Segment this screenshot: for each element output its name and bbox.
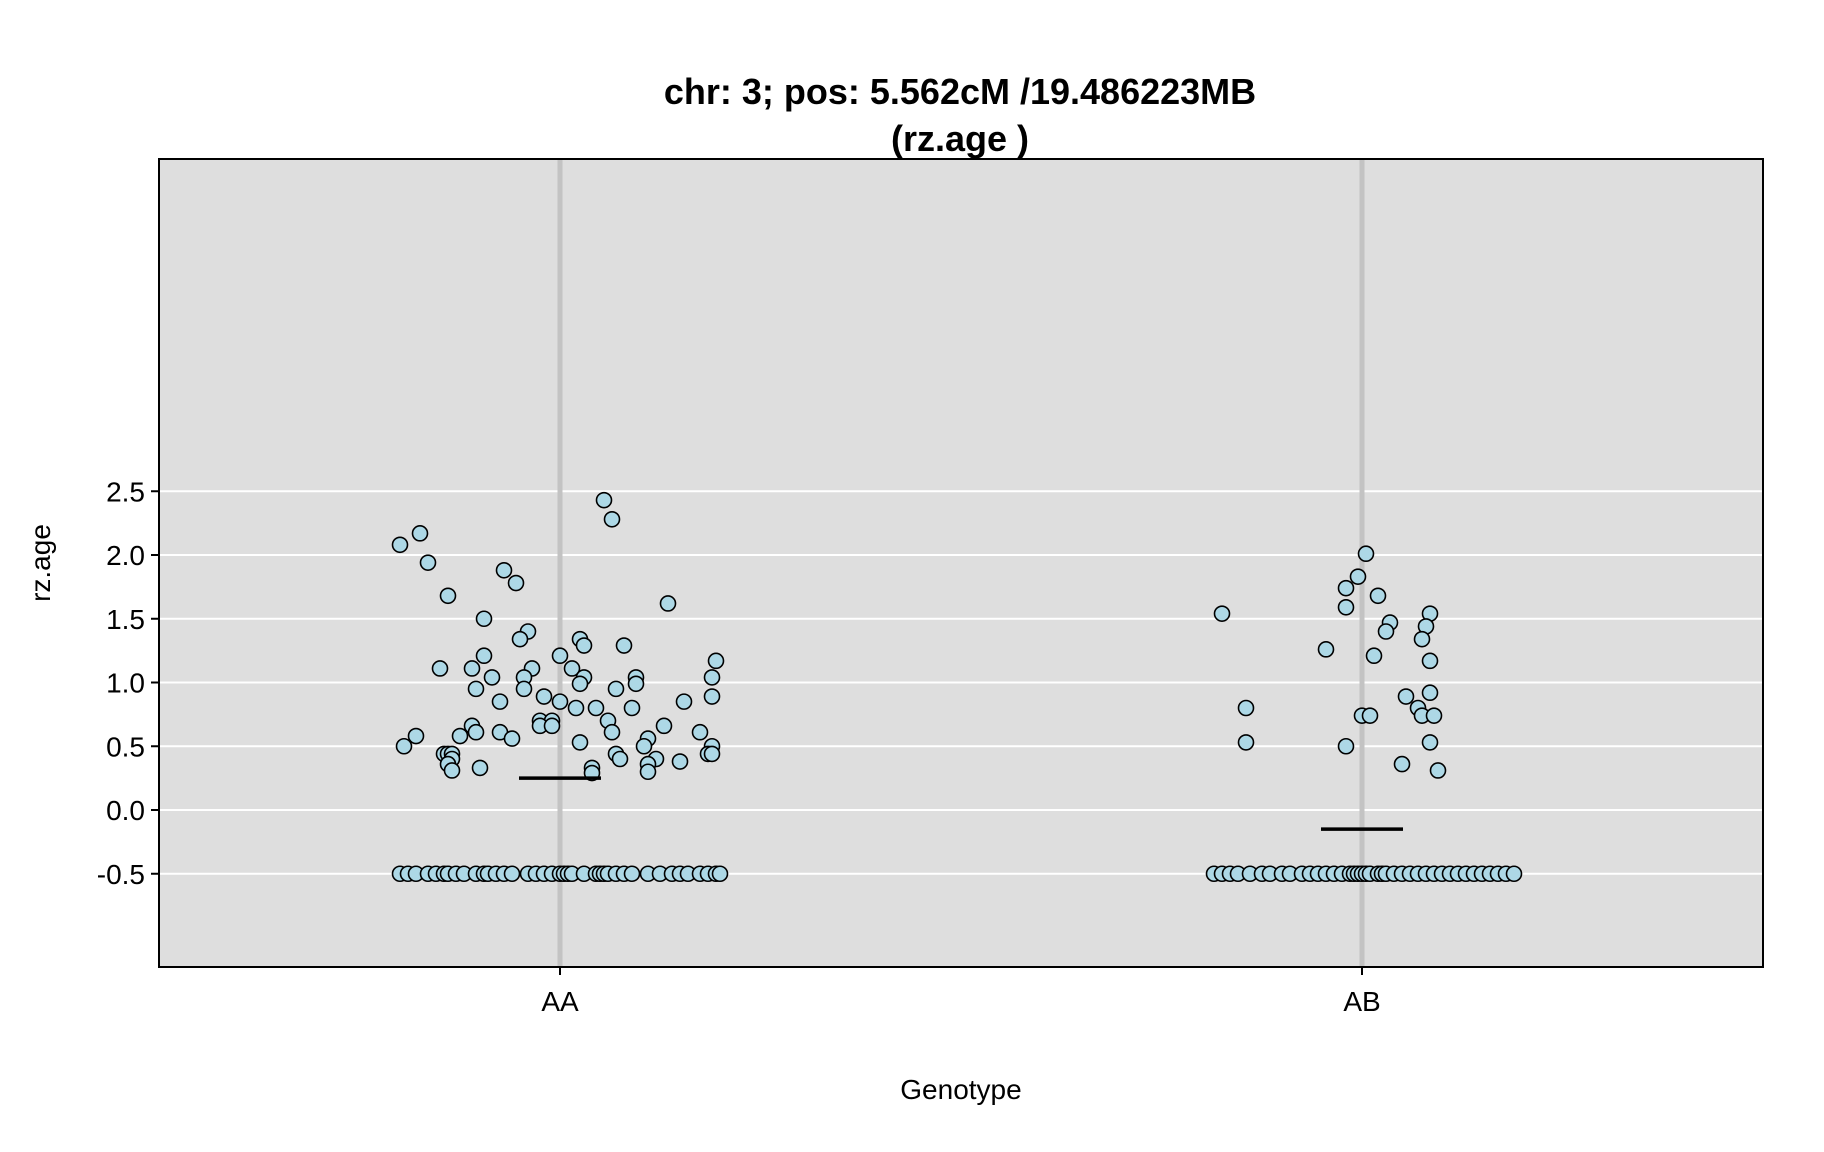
data-point-aa — [611, 750, 629, 768]
data-point-aa — [451, 727, 469, 745]
data-point-aa — [595, 491, 613, 509]
data-point-aa — [587, 699, 605, 717]
data-point-aa — [471, 759, 489, 777]
data-point-ab — [1365, 647, 1383, 665]
data-point-aa — [515, 680, 533, 698]
data-point-aa — [563, 660, 581, 677]
data-point-aa — [395, 737, 413, 755]
data-point-aa — [443, 762, 461, 779]
data-point-aa — [703, 745, 721, 763]
data-point-aa — [603, 510, 621, 528]
y-tick-label: 1.5 — [106, 604, 145, 635]
data-point-ab — [1505, 865, 1523, 883]
data-point-ab — [1357, 545, 1375, 563]
data-point-aa — [467, 680, 485, 698]
data-point-aa — [703, 669, 721, 686]
data-point-ab — [1337, 598, 1355, 616]
data-point-aa — [659, 595, 677, 612]
data-point-aa — [671, 753, 689, 770]
y-tick-label: 0.0 — [106, 795, 145, 826]
y-tick-label: 1.0 — [106, 668, 145, 699]
data-point-aa — [615, 637, 633, 654]
data-point-ab — [1397, 688, 1415, 705]
data-point-ab — [1421, 734, 1439, 751]
data-point-ab — [1337, 579, 1355, 597]
data-point-aa — [503, 730, 521, 747]
y-tick-label: -0.5 — [97, 859, 145, 890]
data-point-ab — [1317, 641, 1335, 658]
data-point-aa — [655, 717, 673, 735]
data-point-aa — [543, 717, 561, 735]
data-point-ab — [1425, 707, 1443, 724]
data-point-aa — [483, 669, 501, 686]
y-axis: -0.5 0.0 0.5 1.0 1.5 2.0 2.5 — [97, 476, 159, 890]
data-point-aa — [495, 561, 513, 579]
y-tick-label: 0.5 — [106, 731, 145, 762]
x-axis: AA AB — [541, 967, 1381, 1017]
y-tick-label: 2.0 — [106, 540, 145, 571]
data-point-aa — [503, 865, 521, 883]
data-point-ab — [1377, 623, 1395, 640]
data-point-aa — [411, 525, 429, 542]
data-point-aa — [535, 688, 553, 705]
data-point-aa — [603, 723, 621, 741]
data-points — [391, 491, 1523, 883]
data-point-aa — [675, 693, 693, 710]
data-point-aa — [627, 675, 645, 693]
mean-lines — [519, 776, 1403, 831]
data-point-aa — [551, 693, 569, 710]
data-point-ab — [1393, 755, 1411, 773]
data-point-ab — [1413, 630, 1431, 648]
y-tick-label: 2.5 — [106, 476, 145, 507]
data-point-ab — [1369, 587, 1387, 605]
data-point-aa — [623, 699, 641, 717]
data-point-aa — [431, 660, 449, 677]
data-point-ab — [1361, 707, 1379, 724]
data-point-ab — [1421, 684, 1439, 702]
data-point-ab — [1421, 652, 1439, 670]
data-point-ab — [1337, 737, 1355, 755]
data-point-aa — [635, 737, 653, 755]
data-point-aa — [571, 734, 589, 751]
data-point-ab — [1429, 762, 1447, 779]
data-point-ab — [1349, 568, 1367, 585]
data-point-aa — [571, 675, 589, 693]
data-point-aa — [711, 865, 729, 883]
data-point-aa — [623, 865, 641, 883]
category-lines — [557, 159, 1365, 967]
data-point-aa — [607, 680, 625, 698]
plot-border — [158, 158, 1764, 968]
data-point-aa — [639, 763, 657, 781]
data-point-aa — [691, 723, 709, 741]
data-point-aa — [475, 647, 493, 665]
data-point-ab — [1237, 734, 1255, 751]
data-point-ab — [1213, 605, 1231, 622]
data-point-aa — [511, 630, 529, 648]
x-tick-label-ab: AB — [1343, 986, 1380, 1017]
chart-title-line1: chr: 3; pos: 5.562cM /19.486223MB — [664, 71, 1256, 112]
chart-title-line2: (rz.age ) — [891, 118, 1029, 159]
data-point-aa — [707, 652, 725, 670]
data-point-aa — [439, 587, 457, 605]
data-point-aa — [463, 660, 481, 677]
x-axis-title: Genotype — [900, 1074, 1021, 1105]
data-point-ab — [1237, 699, 1255, 717]
data-point-aa — [567, 699, 585, 717]
y-axis-title: rz.age — [25, 524, 56, 602]
data-point-aa — [467, 723, 485, 741]
data-point-aa — [407, 727, 425, 745]
plot-panel — [159, 159, 1763, 967]
data-point-aa — [419, 554, 437, 571]
data-point-aa — [491, 693, 509, 710]
data-point-aa — [551, 647, 569, 665]
data-point-aa — [575, 637, 593, 654]
x-tick-label-aa: AA — [541, 986, 579, 1017]
data-point-aa — [703, 688, 721, 705]
data-point-aa — [475, 610, 493, 628]
data-point-aa — [391, 536, 409, 554]
data-point-aa — [507, 574, 525, 592]
